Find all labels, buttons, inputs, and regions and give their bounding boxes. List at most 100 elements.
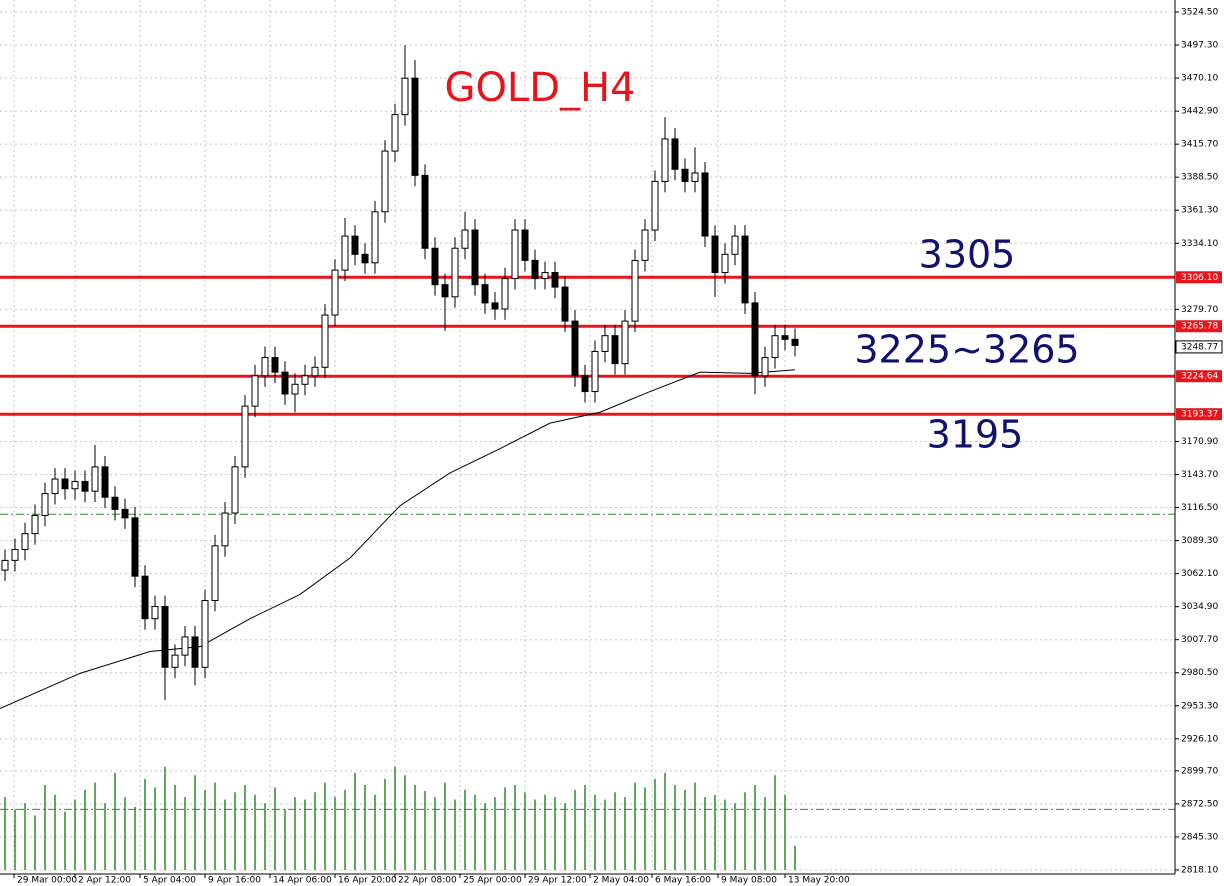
x-tick-label: 9 May 08:00	[721, 876, 777, 886]
candle-body	[791, 338, 799, 346]
y-tick-label: 3279.70	[1181, 305, 1218, 315]
candle-body	[521, 229, 529, 261]
candle-body	[541, 272, 549, 280]
candle-body	[571, 320, 579, 377]
candle-body	[81, 480, 89, 492]
candle-body	[141, 575, 149, 620]
candle-body	[251, 375, 259, 407]
y-tick-label: 2926.10	[1181, 734, 1218, 744]
y-tick-label: 3415.70	[1181, 140, 1218, 150]
candle-body	[511, 229, 519, 280]
candle-body	[441, 284, 449, 298]
candle-body	[461, 229, 469, 249]
candle-body	[671, 138, 679, 170]
candle-body	[71, 480, 79, 490]
level-label-box	[1176, 320, 1222, 333]
candle-body	[771, 335, 779, 359]
candle-body	[201, 599, 209, 668]
y-tick-label: 3442.90	[1181, 107, 1218, 117]
candle-body	[681, 168, 689, 182]
level-label: 3265.78	[1181, 322, 1218, 332]
candles	[0, 45, 799, 710]
candle-body	[701, 172, 709, 237]
candle-body	[31, 514, 39, 535]
candle-body	[131, 517, 139, 577]
levels	[0, 275, 1175, 416]
candle-body	[191, 636, 199, 668]
y-tick-label: 3388.50	[1181, 173, 1218, 183]
candle-body	[161, 606, 169, 668]
candle-body	[241, 405, 249, 468]
candle-body	[731, 235, 739, 255]
x-tick-label: 5 Apr 04:00	[143, 876, 196, 886]
candle-body	[741, 235, 749, 304]
x-tick-label: 2 Apr 12:00	[78, 876, 131, 886]
y-tick-label: 2980.50	[1181, 668, 1218, 678]
candle-body	[231, 466, 239, 514]
candle-body	[61, 478, 69, 490]
y-tick-label: 3361.30	[1181, 206, 1218, 216]
x-tick-label: 9 Apr 16:00	[208, 876, 261, 886]
x-tick-label: 29 Mar 00:00	[17, 876, 77, 886]
candle-body	[761, 357, 769, 377]
level-label-box	[1176, 370, 1222, 383]
candle-body	[51, 478, 59, 495]
candle-body	[341, 235, 349, 271]
candle-body	[601, 335, 609, 352]
candle-body	[91, 466, 99, 492]
chart-title: GOLD_H4	[444, 65, 635, 111]
y-tick-label: 3470.10	[1181, 74, 1218, 84]
candle-body	[21, 533, 29, 550]
candle-body	[41, 493, 49, 516]
candle-body	[1, 559, 9, 571]
y-tick-label: 3334.10	[1181, 239, 1218, 249]
level-label-box	[1176, 271, 1222, 284]
candle-body	[211, 545, 219, 601]
candle-body	[271, 357, 279, 373]
candle-body	[301, 375, 309, 385]
candle-body	[641, 229, 649, 261]
candle-body	[151, 606, 159, 620]
y-tick-label: 3007.70	[1181, 635, 1218, 645]
y-tick-label: 3062.10	[1181, 569, 1218, 579]
y-tick-label: 3143.70	[1181, 470, 1218, 480]
candle-body	[431, 247, 439, 286]
candle-body	[281, 371, 289, 395]
candle-body	[751, 302, 759, 377]
candle-body	[371, 211, 379, 264]
x-tick-label: 6 May 16:00	[655, 876, 711, 886]
x-tick-label: 14 Apr 06:00	[273, 876, 332, 886]
candle-body	[331, 269, 339, 316]
candle-body	[421, 174, 429, 249]
candle-body	[401, 77, 409, 116]
candle-body	[291, 383, 299, 395]
annotation: 3225~3265	[854, 328, 1079, 372]
candle-body	[121, 508, 129, 519]
candle-body	[631, 259, 639, 322]
y-tick-label: 3524.50	[1181, 8, 1218, 18]
candle-body	[581, 375, 589, 393]
x-tick-label: 29 Apr 12:00	[528, 876, 587, 886]
annotation: 3195	[927, 413, 1024, 457]
x-tick-label: 2 May 04:00	[593, 876, 649, 886]
candle-body	[661, 138, 669, 182]
y-tick-label: 2845.30	[1181, 832, 1218, 842]
y-tick-label: 2872.50	[1181, 799, 1218, 809]
candle-body	[471, 229, 479, 286]
candle-body	[621, 320, 629, 365]
y-tick-label: 2899.70	[1181, 766, 1218, 776]
level-label: 3193.37	[1181, 410, 1218, 420]
candle-body	[261, 357, 269, 377]
level-label: 3224.64	[1181, 372, 1218, 382]
candle-body	[611, 335, 619, 365]
candle-body	[561, 286, 569, 322]
candle-body	[181, 636, 189, 656]
annotation: 3305	[919, 233, 1016, 277]
y-tick-label: 3170.90	[1181, 437, 1218, 447]
candle-body	[491, 302, 499, 310]
candle-body	[451, 247, 459, 298]
candle-body	[171, 654, 179, 668]
